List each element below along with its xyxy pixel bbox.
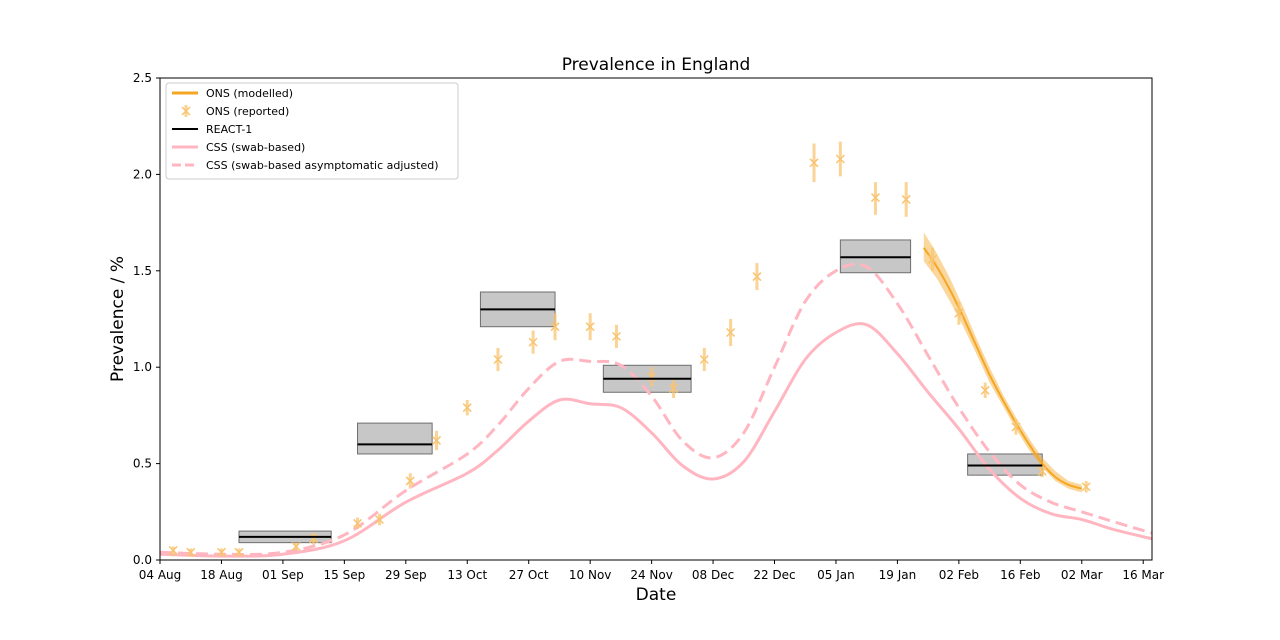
legend-item: REACT-1 bbox=[172, 123, 252, 136]
ons-reported-marker bbox=[611, 331, 622, 341]
x-axis-title: Date bbox=[636, 585, 677, 605]
x-tick-label: 05 Jan bbox=[817, 568, 855, 582]
legend-label: CSS (swab-based asymptomatic adjusted) bbox=[206, 159, 438, 172]
x-axis: 04 Aug 18 Aug 01 Sep 15 Sep 29 Sep 13 Oct 27 O… bbox=[139, 560, 1164, 582]
chart-title: Prevalence in England bbox=[562, 55, 751, 75]
ons-reported-marker bbox=[726, 327, 736, 338]
plot-area bbox=[160, 141, 1152, 558]
ons-reported-marker bbox=[216, 547, 226, 557]
x-tick-label: 02 Feb bbox=[939, 568, 979, 582]
y-tick-label: 0.5 bbox=[133, 457, 152, 471]
css-asymptomatic-adjusted-line bbox=[160, 262, 1152, 556]
y-tick-label: 0.0 bbox=[133, 553, 152, 567]
x-tick-label: 15 Sep bbox=[324, 568, 366, 582]
ons-reported-marker bbox=[168, 545, 178, 555]
ons-reported-marker bbox=[954, 308, 964, 318]
ons-reported-marker bbox=[585, 322, 595, 332]
ons-reported-marker bbox=[1037, 466, 1047, 476]
ons-reported-marker bbox=[870, 193, 880, 203]
legend-box bbox=[165, 82, 459, 180]
ons-reported-marker bbox=[550, 322, 560, 332]
css-swab-based-line bbox=[160, 322, 1152, 558]
x-tick-label: 04 Aug bbox=[139, 568, 182, 582]
y-tick-label: 1.0 bbox=[133, 360, 152, 374]
x-tick-label: 02 Mar bbox=[1061, 568, 1103, 582]
ons-reported-marker bbox=[493, 354, 503, 365]
ons-reported-marker bbox=[699, 354, 709, 365]
legend-item: ONS (reported) bbox=[181, 105, 289, 118]
ons-reported-marker bbox=[835, 154, 845, 164]
legend-label: CSS (swab-based) bbox=[206, 141, 305, 154]
ons-reported-marker bbox=[528, 337, 538, 347]
ons-reported-marker bbox=[234, 547, 244, 557]
legend-marker-swatch bbox=[181, 106, 191, 116]
y-tick-label: 1.5 bbox=[133, 264, 152, 278]
ons-reported-marker bbox=[980, 385, 990, 395]
legend-label: ONS (modelled) bbox=[206, 87, 293, 100]
x-tick-label: 24 Nov bbox=[630, 568, 673, 582]
legend: ONS (modelled) ONS (reported) REACT-1 CSS (… bbox=[165, 82, 459, 180]
ons-reported-marker bbox=[1081, 482, 1091, 492]
ons-reported-marker bbox=[352, 518, 363, 528]
legend-label: REACT-1 bbox=[206, 123, 252, 136]
x-tick-label: 19 Jan bbox=[879, 568, 917, 582]
ons-reported-marker bbox=[1011, 422, 1021, 432]
ons-reported-marker bbox=[809, 158, 819, 168]
ons-reported-marker bbox=[901, 194, 911, 204]
x-tick-label: 29 Sep bbox=[385, 568, 427, 582]
ons-reported-marker bbox=[432, 435, 442, 445]
legend-label: ONS (reported) bbox=[206, 105, 289, 118]
axes-frame bbox=[159, 77, 1153, 561]
ons-modelled-line bbox=[922, 247, 1083, 490]
plot-content bbox=[160, 141, 1152, 558]
legend-item: CSS (swab-based) bbox=[172, 141, 305, 154]
x-tick-label: 22 Dec bbox=[753, 568, 795, 582]
y-tick-label: 2.0 bbox=[133, 167, 152, 181]
x-tick-label: 18 Aug bbox=[200, 568, 243, 582]
ons-reported-marker bbox=[291, 541, 301, 552]
ons-reported-marker bbox=[669, 383, 679, 393]
x-tick-label: 08 Dec bbox=[692, 568, 734, 582]
ons-reported-marker bbox=[186, 547, 196, 557]
ons-reported-marker bbox=[374, 514, 384, 525]
ons-reported-marker bbox=[752, 272, 762, 282]
ons-reported-marker bbox=[405, 476, 415, 486]
x-tick-label: 27 Oct bbox=[509, 568, 549, 582]
x-tick-label: 16 Mar bbox=[1122, 568, 1164, 582]
ons-reported-marker bbox=[928, 254, 938, 264]
x-tick-label: 16 Feb bbox=[1000, 568, 1040, 582]
legend-item: CSS (swab-based asymptomatic adjusted) bbox=[172, 159, 438, 172]
x-tick-label: 01 Sep bbox=[262, 568, 304, 582]
y-tick-label: 2.5 bbox=[133, 71, 152, 85]
y-axis-title: Prevalence / % bbox=[108, 256, 128, 382]
x-tick-label: 13 Oct bbox=[447, 568, 487, 582]
legend-item: ONS (modelled) bbox=[172, 87, 293, 100]
y-axis: 0.0 0.5 1.0 1.5 2.0 2.5 bbox=[133, 71, 160, 567]
react-1-interval-box bbox=[357, 422, 433, 455]
ons-reported-marker bbox=[462, 403, 472, 413]
x-tick-label: 10 Nov bbox=[569, 568, 612, 582]
